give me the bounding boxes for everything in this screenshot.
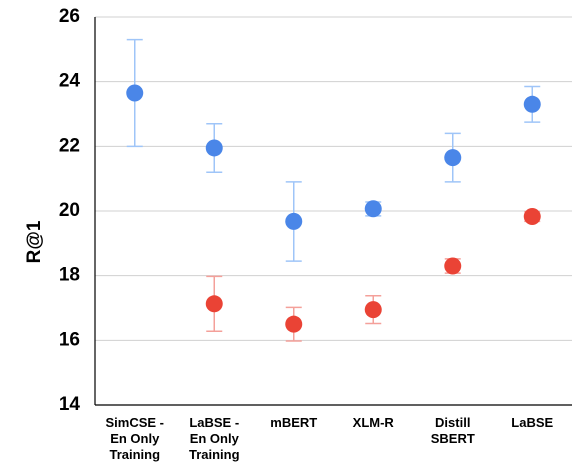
x-category-label-line: mBERT <box>270 415 317 430</box>
data-point <box>444 257 462 275</box>
y-tick-label: 26 <box>59 6 80 27</box>
x-category-label-line: LaBSE <box>511 415 553 430</box>
data-point <box>205 139 223 157</box>
data-point <box>444 149 462 167</box>
x-category-label: LaBSE -En Only Training <box>189 415 240 462</box>
y-axis-label: R@1 <box>24 220 45 263</box>
x-category-label-line: SBERT <box>431 431 475 446</box>
data-point <box>205 295 223 313</box>
x-category-label: SimCSE -En Only Training <box>105 415 164 462</box>
x-category-label-line: XLM-R <box>353 415 395 430</box>
x-category-label-line: Distill <box>435 415 470 430</box>
x-category-label-line: SimCSE - <box>105 415 164 430</box>
x-category-label: mBERT <box>270 415 317 430</box>
y-tick-label: 18 <box>59 265 80 286</box>
x-category-label-line: En Only <box>190 431 240 446</box>
x-category-label-line: LaBSE - <box>189 415 239 430</box>
data-point <box>285 212 303 230</box>
data-point <box>364 200 382 218</box>
x-category-label: LaBSE <box>511 415 553 430</box>
grid-lines <box>95 16 572 341</box>
x-category-label-line: Training <box>109 447 160 462</box>
y-tick-label: 24 <box>59 71 81 92</box>
y-tick-label: 20 <box>59 200 80 221</box>
x-category-label-line: Training <box>189 447 240 462</box>
error-bars <box>126 38 541 342</box>
data-point <box>523 95 541 113</box>
data-point <box>364 301 382 319</box>
y-tick-label: 16 <box>59 329 80 350</box>
x-category-label: Distill SBERT <box>431 415 475 446</box>
y-tick-label: 22 <box>59 135 80 156</box>
y-tick-label: 14 <box>59 394 81 415</box>
axes <box>94 17 572 406</box>
x-category-label: XLM-R <box>353 415 395 430</box>
data-point <box>126 84 144 102</box>
data-points <box>126 84 541 333</box>
y-tick-labels: 14 16 18 20 22 24 26 <box>59 6 81 415</box>
data-point <box>285 315 303 333</box>
data-point <box>523 207 541 225</box>
x-category-label-line: En Only <box>110 431 160 446</box>
